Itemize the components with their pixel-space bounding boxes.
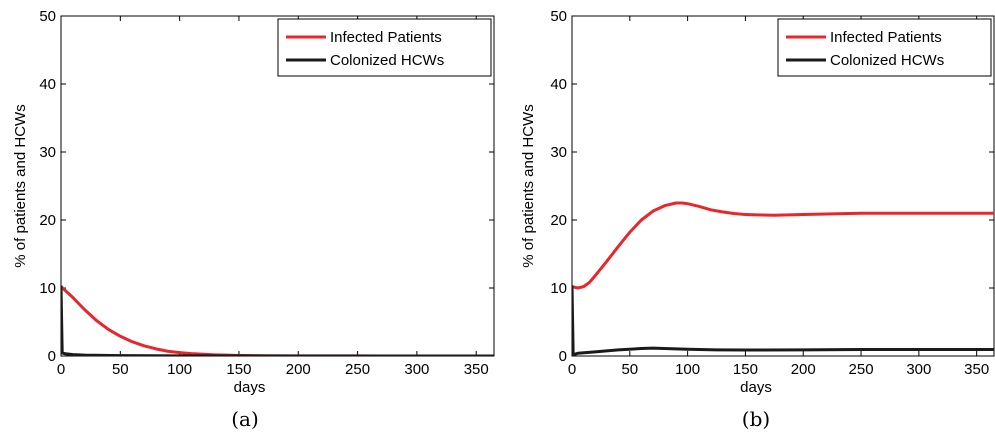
y-tick-label: 30 [550,144,567,161]
series-line-colonized-hcws [572,285,994,356]
x-tick-label: 100 [675,361,700,378]
y-tick-label: 40 [39,76,56,93]
y-tick-label: 10 [39,280,56,297]
x-tick-label: 200 [791,361,816,378]
y-tick-label: 40 [550,76,567,93]
legend-label: Infected Patients [330,29,442,46]
y-tick-label: 50 [550,8,567,25]
y-axis-label: % of patients and HCWs [12,104,29,267]
x-tick-label: 100 [167,361,192,378]
x-tick-label: 150 [226,361,251,378]
x-tick-label: 200 [286,361,311,378]
series-line-infected-patients [572,201,994,290]
y-tick-label: 20 [39,212,56,229]
x-tick-label: 0 [57,361,65,378]
y-tick-label: 0 [48,348,56,365]
x-tick-label: 350 [964,361,989,378]
legend-box [777,18,992,77]
legend-label: Colonized HCWs [330,52,444,69]
legend-label: Colonized HCWs [830,52,944,69]
panel-caption: (b) [742,407,770,431]
x-tick-label: 350 [464,361,489,378]
y-tick-label: 0 [559,348,567,365]
y-tick-label: 10 [550,280,567,297]
legend: Infected Patients Colonized HCWs [277,18,492,77]
y-tick-label: 30 [39,144,56,161]
chart-panel-b: 0 50 100 150 200 250 300 350 0 10 20 30 40 50 days % of… [520,8,995,431]
legend-box [277,18,492,77]
x-tick-label: 150 [733,361,758,378]
x-axis-label: days [234,379,266,396]
panel-caption: (a) [231,407,259,431]
x-tick-label: 50 [621,361,638,378]
series-group [61,285,494,356]
legend-label: Infected Patients [830,29,942,46]
y-tick-label: 50 [39,8,56,25]
x-tick-label: 250 [345,361,370,378]
series-group [572,201,994,356]
x-tick-label: 50 [112,361,129,378]
y-tick-label: 20 [550,212,567,229]
x-axis-label: days [740,379,772,396]
x-tick-label: 250 [849,361,874,378]
x-tick-label: 0 [568,361,576,378]
series-line-colonized-hcws [61,285,494,356]
legend: Infected Patients Colonized HCWs [777,18,992,77]
chart-panel-a: 0 50 100 150 200 250 300 350 0 10 20 30 40 50 days % of… [12,8,495,431]
y-axis-label: % of patients and HCWs [520,104,537,267]
x-tick-label: 300 [906,361,931,378]
x-tick-label: 300 [404,361,429,378]
